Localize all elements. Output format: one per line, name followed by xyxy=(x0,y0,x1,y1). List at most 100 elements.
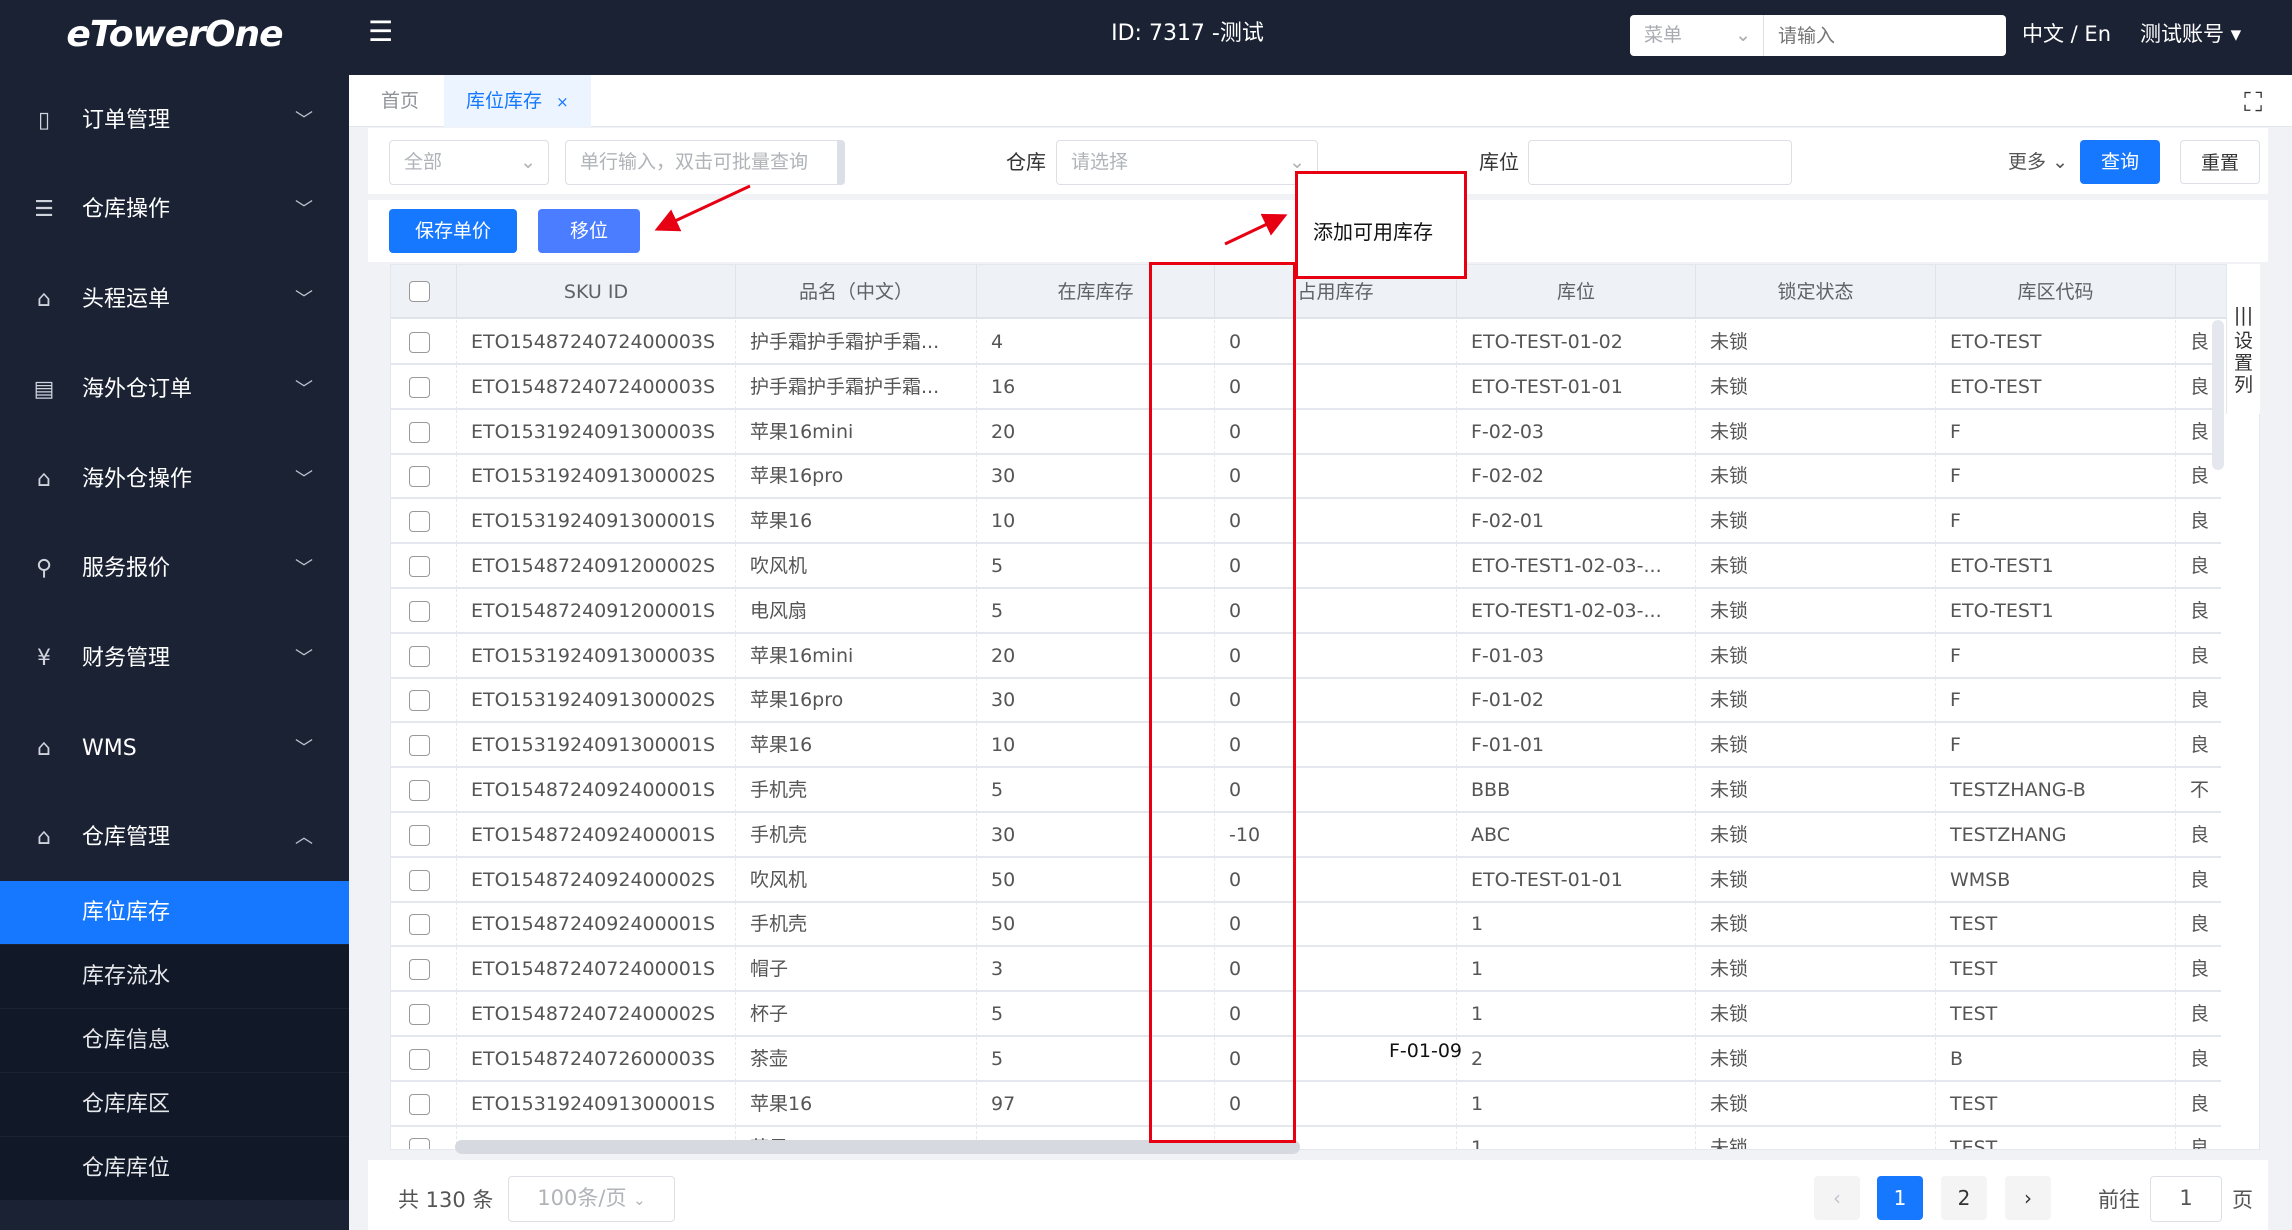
goto-page-input[interactable]: 1 xyxy=(2150,1176,2222,1222)
table-row[interactable]: ETO1548724072400001S 帽子 3 0 1 未锁 TEST 良 xyxy=(391,947,2221,993)
row-checkbox[interactable] xyxy=(409,869,430,891)
table-cell: F-02-02 xyxy=(1456,454,1695,499)
sidebar-item[interactable]: ⌂ 头程运单 ﹀ xyxy=(0,270,349,330)
type-select[interactable]: 全部 ⌄ xyxy=(389,140,549,185)
row-checkbox[interactable] xyxy=(409,1004,430,1025)
sidebar-item[interactable]: ☰ 仓库操作 ﹀ xyxy=(0,180,349,240)
column-header[interactable]: 品名（中文） xyxy=(735,265,976,319)
table-row[interactable]: ETO1531924091300003S苹果16mini27501未锁TEST良 xyxy=(391,1126,2221,1149)
menu-select[interactable]: 菜单 ⌄ xyxy=(1630,15,1764,56)
prev-page-button[interactable]: ‹ xyxy=(1814,1176,1860,1220)
next-page-button[interactable]: › xyxy=(2005,1176,2051,1220)
table-row[interactable]: ETO1531924091300003S 苹果16mini 20 0 F-01-03 未锁… xyxy=(391,633,2221,679)
sidebar-subitem[interactable]: 库位库存 xyxy=(0,881,349,944)
row-checkbox[interactable] xyxy=(409,1048,430,1070)
page-2-button[interactable]: 2 xyxy=(1941,1176,1987,1220)
query-button[interactable]: 查询 xyxy=(2080,140,2160,184)
column-settings-label: 设置列 xyxy=(2233,330,2253,396)
column-header[interactable]: 锁定状态 xyxy=(1695,265,1935,319)
more-filters-toggle[interactable]: 更多 ⌄ xyxy=(2008,140,2068,185)
language-switch[interactable]: 中文 / En xyxy=(2022,22,2112,46)
row-checkbox[interactable] xyxy=(409,1138,430,1149)
row-checkbox[interactable] xyxy=(409,780,430,801)
sidebar-item[interactable]: ⌂ 仓库管理 ︿ xyxy=(0,808,349,868)
table-row[interactable]: ETO1531924091300002S 苹果16pro 30 0 F-01-02 未锁 F… xyxy=(391,678,2221,724)
table-row[interactable]: ETO1531924091300001S 苹果16 10 0 F-01-01 未锁 F 良 xyxy=(391,723,2221,769)
close-icon[interactable]: × xyxy=(556,93,569,111)
reset-button[interactable]: 重置 xyxy=(2180,140,2260,184)
vertical-scrollbar[interactable] xyxy=(2212,320,2224,470)
move-button[interactable]: 移位 xyxy=(538,209,640,253)
row-checkbox[interactable] xyxy=(409,735,430,757)
menu-toggle-icon[interactable]: ☰ xyxy=(368,15,394,48)
sidebar-item[interactable]: ▯ 订单管理 ﹀ xyxy=(0,91,349,151)
table-cell: TESTZHANG xyxy=(1935,812,2175,857)
tab-home[interactable]: 首页 xyxy=(359,75,441,127)
table-row[interactable]: ETO1531924091300002S 苹果16pro 30 0 F-02-02 未锁 F… xyxy=(391,454,2221,500)
horizontal-scrollbar[interactable] xyxy=(455,1140,1300,1154)
row-checkbox[interactable] xyxy=(409,914,430,936)
table-row[interactable]: ETO1548724092400001S 手机壳 5 0 BBB 未锁 TESTZHANG-… xyxy=(391,768,2221,813)
table-row[interactable]: ETO1548724091200001S 电风扇 5 0 ETO-TEST1-02-03… xyxy=(391,588,2221,634)
column-header[interactable]: 占用库存 xyxy=(1214,265,1456,319)
table-cell: 良 xyxy=(2175,588,2235,633)
table-row[interactable]: ETO1531924091300001S 苹果16 10 0 F-02-01 未锁 F 良 xyxy=(391,499,2221,545)
row-checkbox[interactable] xyxy=(409,421,430,443)
table-row[interactable]: ETO1548724072400003S 护手霜护手霜护手霜... 4 0 ETO-TE… xyxy=(391,320,2221,365)
sidebar-subitem[interactable]: 仓库库区 xyxy=(0,1073,349,1136)
tab-location-inventory[interactable]: 库位库存 × xyxy=(444,75,591,127)
row-checkbox[interactable] xyxy=(409,466,430,488)
table-row[interactable]: ETO1548724072400003S 护手霜护手霜护手霜... 16 0 ETO-T… xyxy=(391,364,2221,410)
batch-search-input[interactable]: 单行输入，双击可批量查询 xyxy=(565,140,845,185)
row-checkbox[interactable] xyxy=(409,1093,430,1115)
table-row[interactable]: ETO1531924091300001S 苹果16 97 0 1 未锁 TEST 良 xyxy=(391,1081,2221,1127)
account-menu[interactable]: 测试账号 ▾ xyxy=(2140,22,2242,46)
save-price-button[interactable]: 保存单价 xyxy=(389,209,517,253)
sidebar-subitem[interactable]: 库存流水 xyxy=(0,945,349,1008)
sidebar-item[interactable]: ⌂ WMS ﹀ xyxy=(0,719,349,779)
table-row[interactable]: ETO1548724091200002S 吹风机 5 0 ETO-TEST1-02-03… xyxy=(391,544,2221,589)
column-header[interactable]: 库位 xyxy=(1456,265,1695,319)
sidebar-item-label: 仓库操作 xyxy=(82,197,171,222)
sidebar-item[interactable]: ⚲ 服务报价 ﹀ xyxy=(0,539,349,599)
column-header[interactable]: 在库库存 xyxy=(976,265,1214,319)
row-checkbox[interactable] xyxy=(409,690,430,712)
sidebar-subitem[interactable]: 仓库库位 xyxy=(0,1137,349,1200)
menu-search-input[interactable] xyxy=(1764,15,2006,56)
table-row[interactable]: ETO1548724072600003S 茶壶 5 0 2 未锁 B 良 xyxy=(391,1036,2221,1082)
row-checkbox[interactable] xyxy=(409,645,430,667)
fullscreen-icon[interactable]: ⛶ xyxy=(2244,88,2263,118)
quote-icon: ⚲ xyxy=(35,556,53,581)
column-header[interactable] xyxy=(2175,265,2235,319)
table-cell: 未锁 xyxy=(1695,1126,1935,1149)
warehouse-select[interactable]: 请选择 ⌄ xyxy=(1056,140,1318,185)
row-checkbox[interactable] xyxy=(409,959,430,981)
sidebar-item[interactable]: ⌂ 海外仓操作 ﹀ xyxy=(0,450,349,510)
table-row[interactable]: ETO1548724072400002S 杯子 5 0 1 未锁 TEST 良 xyxy=(391,992,2221,1037)
column-header[interactable]: SKU ID xyxy=(456,265,735,319)
row-checkbox[interactable] xyxy=(409,376,430,398)
table-cell: 手机壳 xyxy=(735,812,976,857)
column-settings-button[interactable]: ||| 设置列 xyxy=(2226,264,2260,414)
row-checkbox[interactable] xyxy=(409,600,430,622)
table-row[interactable]: ETO1548724092400001S 手机壳 50 0 1 未锁 TEST 良 xyxy=(391,902,2221,948)
location-input[interactable] xyxy=(1528,140,1792,185)
table-cell: TEST xyxy=(1935,1081,2175,1126)
select-all-checkbox[interactable] xyxy=(409,281,430,302)
row-checkbox[interactable] xyxy=(409,556,430,577)
sidebar-item[interactable]: ¥ 财务管理 ﹀ xyxy=(0,629,349,689)
row-checkbox[interactable] xyxy=(409,824,430,846)
table-cell: F xyxy=(1935,678,2175,723)
sidebar-subitem-label: 仓库库区 xyxy=(82,1092,171,1117)
table-row[interactable]: ETO1548724092400002S 吹风机 50 0 ETO-TEST-01-01… xyxy=(391,857,2221,903)
table-cell: ETO-TEST1 xyxy=(1935,544,2175,588)
page-size-select[interactable]: 100条/页 ⌄ xyxy=(508,1176,675,1222)
table-row[interactable]: ETO1531924091300003S 苹果16mini 20 0 F-02-03 未锁… xyxy=(391,409,2221,455)
column-header[interactable]: 库区代码 xyxy=(1935,265,2175,319)
row-checkbox[interactable] xyxy=(409,332,430,353)
row-checkbox[interactable] xyxy=(409,511,430,533)
table-row[interactable]: ETO1548724092400001S 手机壳 30 -10 ABC 未锁 TESTZHA… xyxy=(391,812,2221,858)
sidebar-item[interactable]: ▤ 海外仓订单 ﹀ xyxy=(0,360,349,420)
page-1-button[interactable]: 1 xyxy=(1877,1176,1923,1220)
sidebar-subitem[interactable]: 仓库信息 xyxy=(0,1009,349,1072)
